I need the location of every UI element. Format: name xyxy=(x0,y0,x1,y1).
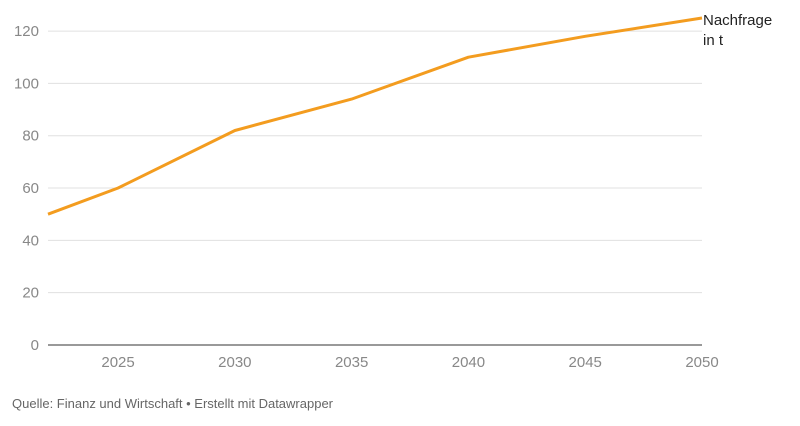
x-tick-label: 2025 xyxy=(101,354,134,371)
x-tick-label: 2045 xyxy=(569,354,602,371)
y-tick-label: 60 xyxy=(22,180,39,197)
x-axis-ticks: 2025 2030 2035 2040 2045 2050 xyxy=(101,354,718,371)
y-tick-label: 20 xyxy=(22,285,39,302)
grid-lines xyxy=(48,30,702,294)
y-tick-label: 80 xyxy=(22,128,39,145)
y-tick-label: 120 xyxy=(14,23,39,40)
y-tick-label: 100 xyxy=(14,75,39,92)
series-label: Nachfrage in t xyxy=(703,12,772,49)
source-note: Quelle: Finanz und Wirtschaft • Erstellt… xyxy=(12,396,334,411)
series-label-line: Nachfrage xyxy=(703,12,772,29)
x-tick-label: 2050 xyxy=(685,354,718,371)
x-tick-label: 2040 xyxy=(452,354,485,371)
y-axis-ticks: 0 20 40 60 80 100 120 xyxy=(14,23,39,354)
series-label-line: in t xyxy=(703,32,724,49)
x-tick-label: 2035 xyxy=(335,354,368,371)
x-tick-label: 2030 xyxy=(218,354,251,371)
y-tick-label: 0 xyxy=(31,337,39,354)
series-line xyxy=(47,16,703,216)
y-tick-label: 40 xyxy=(22,232,39,249)
